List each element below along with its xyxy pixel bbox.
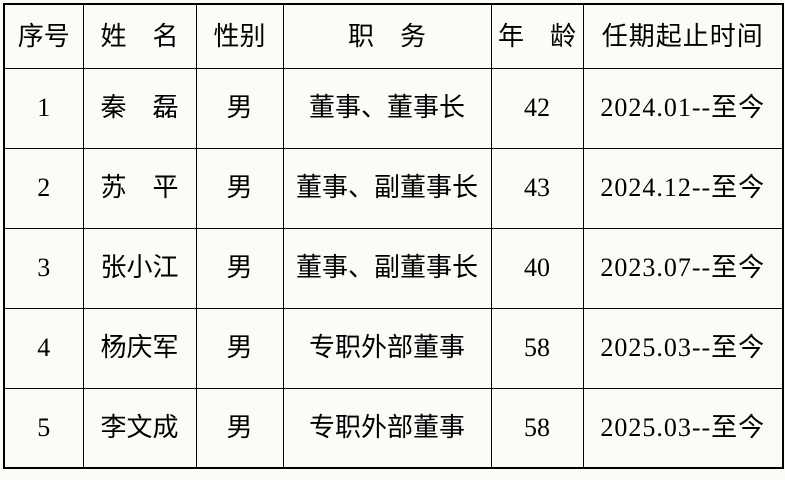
cell-term: 2024.12--至今 — [582, 147, 784, 229]
cell-name: 杨庆军 — [82, 307, 197, 389]
cell-position: 董事、董事长 — [282, 67, 492, 149]
cell-age: 40 — [490, 227, 584, 309]
cell-age: 42 — [490, 67, 584, 149]
table-row: 5 李文成 男 专职外部董事 58 2025.03--至今 — [3, 387, 784, 469]
column-header-age: 年 龄 — [490, 3, 584, 69]
column-header-index: 序号 — [3, 3, 84, 69]
cell-term: 2025.03--至今 — [582, 307, 784, 389]
board-members-table: 序号 姓 名 性别 职 务 年 龄 任期起止时间 1 秦 磊 男 董事、董事长 … — [3, 3, 784, 469]
cell-name: 秦 磊 — [82, 67, 197, 149]
cell-gender: 男 — [195, 387, 284, 469]
table-row: 3 张小江 男 董事、副董事长 40 2023.07--至今 — [3, 227, 784, 309]
table-row: 4 杨庆军 男 专职外部董事 58 2025.03--至今 — [3, 307, 784, 389]
table-row: 2 苏 平 男 董事、副董事长 43 2024.12--至今 — [3, 147, 784, 229]
cell-gender: 男 — [195, 307, 284, 389]
cell-gender: 男 — [195, 67, 284, 149]
cell-age: 43 — [490, 147, 584, 229]
cell-name: 李文成 — [82, 387, 197, 469]
cell-term: 2023.07--至今 — [582, 227, 784, 309]
cell-index: 5 — [3, 387, 84, 469]
cell-index: 1 — [3, 67, 84, 149]
cell-age: 58 — [490, 307, 584, 389]
cell-age: 58 — [490, 387, 584, 469]
cell-gender: 男 — [195, 147, 284, 229]
cell-position: 专职外部董事 — [282, 387, 492, 469]
table-header-row: 序号 姓 名 性别 职 务 年 龄 任期起止时间 — [3, 3, 784, 69]
cell-index: 3 — [3, 227, 84, 309]
column-header-position: 职 务 — [282, 3, 492, 69]
column-header-name: 姓 名 — [82, 3, 197, 69]
cell-name: 苏 平 — [82, 147, 197, 229]
cell-index: 2 — [3, 147, 84, 229]
column-header-gender: 性别 — [195, 3, 284, 69]
cell-index: 4 — [3, 307, 84, 389]
cell-gender: 男 — [195, 227, 284, 309]
cell-position: 专职外部董事 — [282, 307, 492, 389]
cell-term: 2025.03--至今 — [582, 387, 784, 469]
cell-position: 董事、副董事长 — [282, 227, 492, 309]
table-row: 1 秦 磊 男 董事、董事长 42 2024.01--至今 — [3, 67, 784, 149]
cell-name: 张小江 — [82, 227, 197, 309]
cell-position: 董事、副董事长 — [282, 147, 492, 229]
cell-term: 2024.01--至今 — [582, 67, 784, 149]
column-header-term: 任期起止时间 — [582, 3, 784, 69]
